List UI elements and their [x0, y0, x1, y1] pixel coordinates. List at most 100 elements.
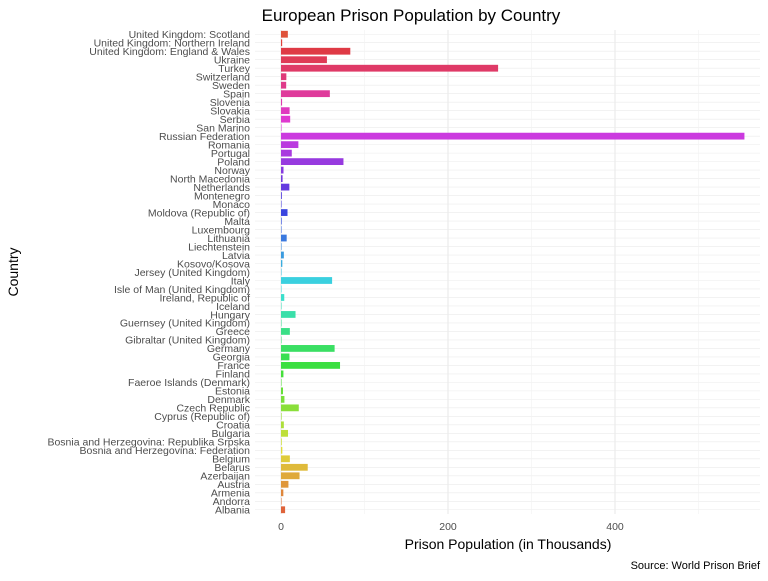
bar — [281, 226, 282, 233]
y-tick-label: Armenia — [211, 488, 250, 500]
bar — [281, 319, 282, 327]
y-tick-label: Cyprus (Republic of) — [154, 411, 250, 423]
bar — [281, 378, 282, 386]
grid-layer — [255, 30, 760, 514]
y-tick-label: Ukraine — [214, 55, 250, 67]
bar — [281, 209, 288, 216]
y-tick-label: San Marino — [196, 122, 250, 134]
bar — [281, 412, 282, 420]
y-tick-label: Hungary — [210, 309, 250, 321]
bar — [281, 260, 283, 267]
bar — [281, 30, 288, 38]
bar — [281, 47, 351, 55]
chart-title: European Prison Population by Country — [262, 6, 561, 25]
bar — [281, 438, 282, 446]
y-tick-label: Liechtenstein — [188, 241, 250, 253]
y-tick-label: Iceland — [216, 301, 250, 313]
y-tick-label: Greece — [216, 326, 251, 338]
y-tick-label: Slovenia — [210, 97, 250, 109]
y-tick-label: Latvia — [222, 250, 250, 262]
x-tick-label: 200 — [439, 521, 457, 533]
bar — [281, 370, 284, 378]
y-tick-label: Monaco — [213, 199, 251, 211]
bar — [281, 115, 291, 123]
bar — [281, 277, 333, 284]
bar-layer — [281, 30, 745, 514]
y-tick-label: Austria — [217, 479, 250, 491]
y-tick-label: Croatia — [216, 420, 250, 432]
y-tick-label: Germany — [207, 343, 251, 355]
bar — [281, 183, 290, 191]
bar — [281, 336, 282, 344]
bar — [281, 107, 290, 115]
y-tick-label: Denmark — [207, 394, 250, 406]
y-tick-label: Moldova (Republic of) — [148, 207, 250, 219]
bar — [281, 64, 499, 72]
bar — [281, 387, 284, 395]
y-tick-label: Turkey — [218, 63, 250, 75]
y-tick-label: Estonia — [215, 386, 250, 398]
y-tick-label: Ireland, Republic of — [160, 292, 251, 304]
y-tick-label: Andorra — [213, 496, 251, 508]
x-tick-label: 400 — [606, 521, 624, 533]
y-tick-label: Faeroe Islands (Denmark) — [128, 377, 250, 389]
y-tick-label: Guernsey (United Kingdom) — [120, 318, 250, 330]
source-caption: Source: World Prison Brief — [631, 560, 761, 572]
bar — [281, 217, 282, 225]
bar — [281, 395, 285, 403]
y-tick-label: Netherlands — [193, 182, 250, 194]
bar — [281, 90, 330, 98]
bar — [281, 294, 285, 301]
bar — [281, 345, 335, 352]
bar — [281, 175, 283, 182]
y-tick-label: Gibraltar (United Kingdom) — [125, 335, 250, 347]
bar — [281, 149, 292, 157]
y-tick-label: Lithuania — [207, 233, 250, 245]
bar — [281, 328, 290, 335]
bar — [281, 404, 299, 412]
bar — [281, 166, 284, 174]
bar — [281, 455, 290, 463]
bar — [281, 421, 284, 429]
bar — [281, 497, 282, 505]
bar — [281, 446, 283, 454]
bar — [281, 243, 282, 250]
bar — [281, 81, 287, 89]
y-tick-label: United Kingdom: Northern Ireland — [94, 38, 251, 50]
x-tick-label: 0 — [278, 521, 284, 533]
y-tick-label: Bosnia and Herzegovina: Republika Srpska — [47, 437, 250, 449]
bar — [281, 353, 290, 361]
y-tick-label: Serbia — [220, 114, 251, 126]
y-tick-label: Bulgaria — [211, 428, 250, 440]
y-tick-label: Spain — [223, 88, 250, 100]
y-tick-label: Norway — [214, 165, 250, 177]
bar — [281, 192, 282, 199]
y-axis-label: Country — [5, 247, 21, 296]
y-tick-label: United Kingdom: England & Wales — [89, 46, 250, 58]
bar — [281, 480, 289, 488]
y-tick-label: North Macedonia — [170, 173, 250, 185]
y-tick-label: Azerbaijan — [200, 471, 250, 483]
y-tick-label: Belarus — [214, 462, 250, 474]
y-tick-label: Albania — [215, 505, 250, 517]
y-tick-label: Belgium — [212, 454, 250, 466]
y-tick-label: Jersey (United Kingdom) — [134, 267, 250, 279]
x-tick-labels: 0 200 400 — [278, 521, 624, 533]
bar — [281, 56, 327, 64]
y-tick-label: Montenegro — [194, 190, 250, 202]
y-tick-label: Georgia — [213, 352, 251, 364]
y-tick-label: Bosnia and Herzegovina: Federation — [80, 445, 251, 457]
y-tick-label: Portugal — [211, 148, 250, 160]
bar — [281, 124, 282, 132]
x-axis-label: Prison Population (in Thousands) — [405, 536, 612, 552]
y-tick-label: Switzerland — [196, 72, 250, 84]
bar — [281, 141, 299, 149]
y-tick-label: Finland — [216, 369, 251, 381]
y-tick-label: Slovakia — [210, 105, 250, 117]
y-tick-label: France — [217, 360, 250, 372]
y-tick-label: Malta — [224, 216, 250, 228]
y-tick-label: United Kingdom: Scotland — [129, 29, 251, 41]
